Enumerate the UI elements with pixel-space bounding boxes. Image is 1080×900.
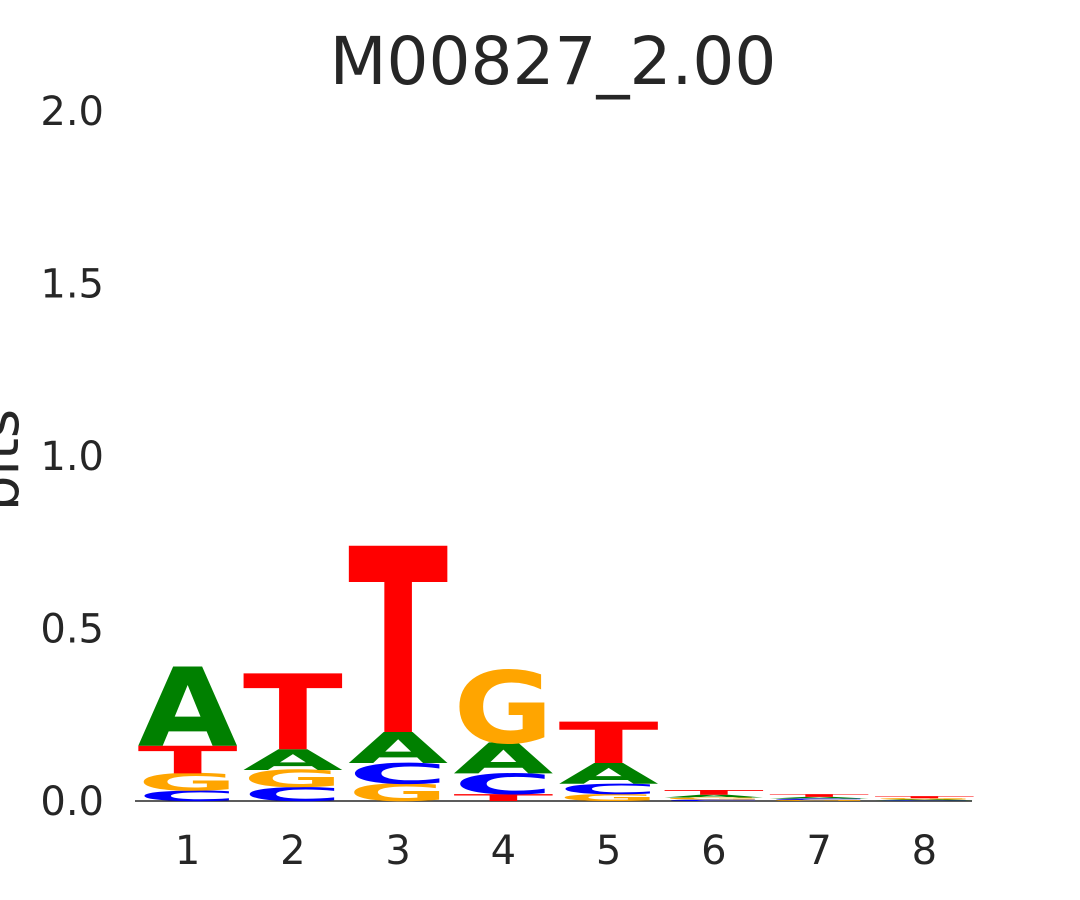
logo-letter-A: A [348,724,448,774]
logo-letter-T: T [243,653,343,774]
logo-letter-T: T [453,792,553,803]
logo-letter-G: G [453,651,553,766]
logo-letter-T: T [769,793,869,797]
x-tick-label: 2 [280,828,305,874]
logo-letter-A: A [138,646,238,773]
x-tick-label: 1 [175,828,200,874]
x-tick-label: 5 [596,828,621,874]
logo-letter-C: C [664,799,764,801]
logo-letter-A: A [664,794,764,798]
logo-letter-A: A [453,734,553,784]
logo-letter-G: G [348,779,448,807]
x-tick-label: 8 [912,828,937,874]
y-tick-label: 0.0 [40,779,104,825]
logo-letter-A: A [769,796,869,799]
x-axis-ticks: 1 2 3 4 5 6 7 8 [175,828,937,874]
y-tick-label: 0.5 [40,607,104,653]
y-tick-label: 1.0 [40,434,104,480]
x-tick-label: 7 [806,828,831,874]
logo-letter-A: A [243,744,343,777]
logo-letter-G: G [559,792,659,803]
chart-title: M00827_2.00 [330,23,777,100]
x-tick-label: 3 [385,828,410,874]
logo-letter-T: T [348,496,448,793]
y-axis-ticks: 0.0 0.5 1.0 1.5 2.0 [40,89,104,825]
logo-letter-A: A [874,799,974,801]
logo-letter-G: G [664,797,764,800]
y-tick-label: 1.5 [40,262,104,308]
logo-letter-C: C [348,758,448,791]
logo-letter-C: C [453,768,553,801]
logo-letter-C: C [243,783,343,805]
logo-letter-C: C [559,781,659,798]
logo-letter-C: C [138,788,238,805]
logo-letter-G: G [874,798,974,800]
logo-letter-G: G [769,800,869,802]
y-axis-label: bits [0,409,32,511]
logo-letter-T: T [664,789,764,797]
logo-letter-T: T [874,796,974,799]
logo-letter-C: C [769,798,869,800]
x-tick-label: 4 [491,828,516,874]
logo-letter-G: G [138,769,238,797]
logo-letter-C: C [874,800,974,801]
logo-letter-T: T [559,711,659,777]
logo-letter-T: T [138,739,238,783]
logo-letter-G: G [243,765,343,793]
logo-letter-A: A [559,758,659,791]
x-tick-label: 6 [701,828,726,874]
y-tick-label: 2.0 [40,89,104,135]
